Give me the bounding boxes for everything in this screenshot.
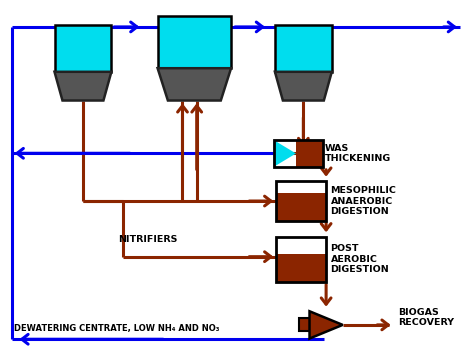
Bar — [273, 140, 323, 167]
Bar — [276, 181, 326, 221]
Text: NITRIFIERS: NITRIFIERS — [118, 235, 178, 244]
Polygon shape — [273, 140, 296, 167]
Bar — [276, 237, 326, 282]
Polygon shape — [157, 68, 231, 101]
Bar — [299, 318, 310, 331]
Bar — [157, 16, 231, 68]
Bar — [276, 237, 326, 254]
Text: MESOPHILIC
ANAEROBIC
DIGESTION: MESOPHILIC ANAEROBIC DIGESTION — [331, 186, 396, 216]
Polygon shape — [55, 72, 111, 101]
Bar — [55, 25, 111, 72]
Text: BIOGAS
RECOVERY: BIOGAS RECOVERY — [398, 308, 454, 327]
Text: DEWATERING CENTRATE, LOW NH₄ AND NO₃: DEWATERING CENTRATE, LOW NH₄ AND NO₃ — [14, 324, 219, 333]
Polygon shape — [275, 72, 332, 101]
Bar — [276, 181, 326, 193]
Polygon shape — [310, 311, 343, 339]
Bar — [276, 193, 326, 221]
Bar — [296, 140, 323, 167]
Bar — [276, 254, 326, 282]
Text: WAS
THICKENING: WAS THICKENING — [325, 144, 391, 163]
Bar — [275, 25, 332, 72]
Text: POST
AEROBIC
DIGESTION: POST AEROBIC DIGESTION — [331, 244, 389, 274]
